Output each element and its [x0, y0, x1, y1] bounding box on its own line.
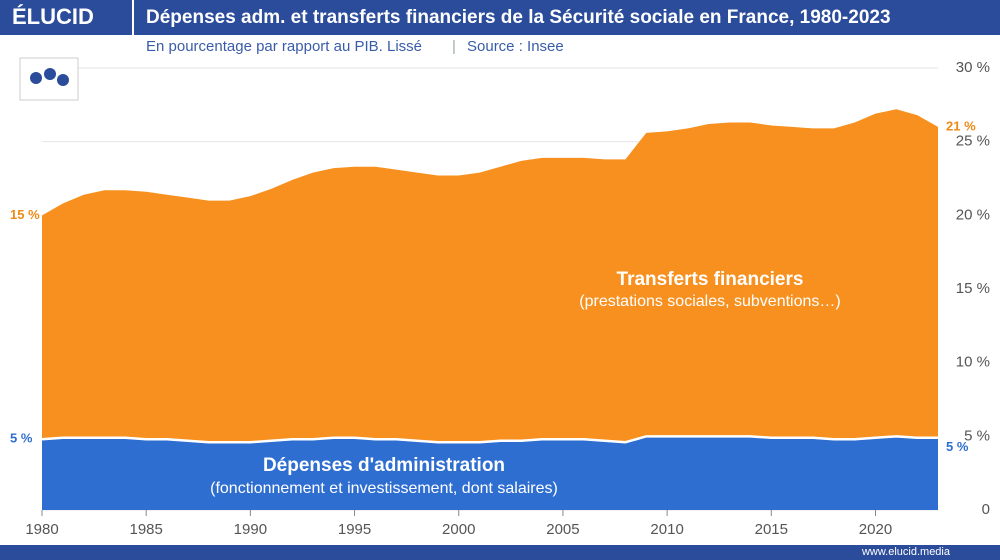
logo-figure	[30, 72, 42, 84]
brand: ÉLUCID	[12, 4, 94, 29]
value-label: 5 %	[10, 431, 33, 446]
x-tick-label: 2000	[442, 521, 475, 538]
x-tick-label: 2020	[859, 521, 892, 538]
x-tick-label: 1985	[129, 521, 162, 538]
area-label: Transferts financiers	[617, 269, 804, 290]
y-tick-label: 10 %	[956, 354, 990, 371]
area-sublabel: (prestations sociales, subventions…)	[579, 293, 840, 310]
logo-figure	[44, 68, 56, 80]
x-tick-label: 2005	[546, 521, 579, 538]
logo	[19, 57, 79, 101]
area-label: Dépenses d'administration	[263, 455, 505, 476]
area-edge	[41, 435, 938, 444]
area-sublabel: (fonctionnement et investissement, dont …	[210, 480, 558, 497]
footer-bar	[0, 545, 1000, 560]
value-label: 15 %	[10, 207, 40, 222]
area	[42, 109, 938, 443]
separator: |	[452, 38, 456, 55]
y-tick-label: 30 %	[956, 59, 990, 76]
y-tick-label: 5 %	[964, 427, 990, 444]
y-tick-label: 15 %	[956, 280, 990, 297]
x-tick-label: 1990	[234, 521, 267, 538]
x-tick-label: 1995	[338, 521, 371, 538]
plot: Dépenses d'administration (fonctionnement…	[41, 67, 938, 511]
header-divider	[132, 0, 134, 35]
footer: www.elucid.media	[861, 546, 951, 558]
y-tick-label: 20 %	[956, 206, 990, 223]
x-tick-label: 1980	[25, 521, 58, 538]
header-bar	[0, 0, 1000, 35]
y-tick-label: 0	[982, 501, 990, 518]
x-tick-label: 2010	[650, 521, 683, 538]
chart-title: Dépenses adm. et transferts financiers d…	[146, 7, 891, 28]
area	[42, 436, 938, 510]
logo-figure	[57, 74, 69, 86]
y-tick-label: 25 %	[956, 133, 990, 150]
value-label: 5 %	[946, 439, 969, 454]
subtitle: En pourcentage par rapport au PIB. Lissé	[146, 38, 422, 55]
x-tick-label: 2015	[755, 521, 788, 538]
value-label: 21 %	[946, 118, 976, 133]
source: Source : Insee	[467, 38, 564, 55]
